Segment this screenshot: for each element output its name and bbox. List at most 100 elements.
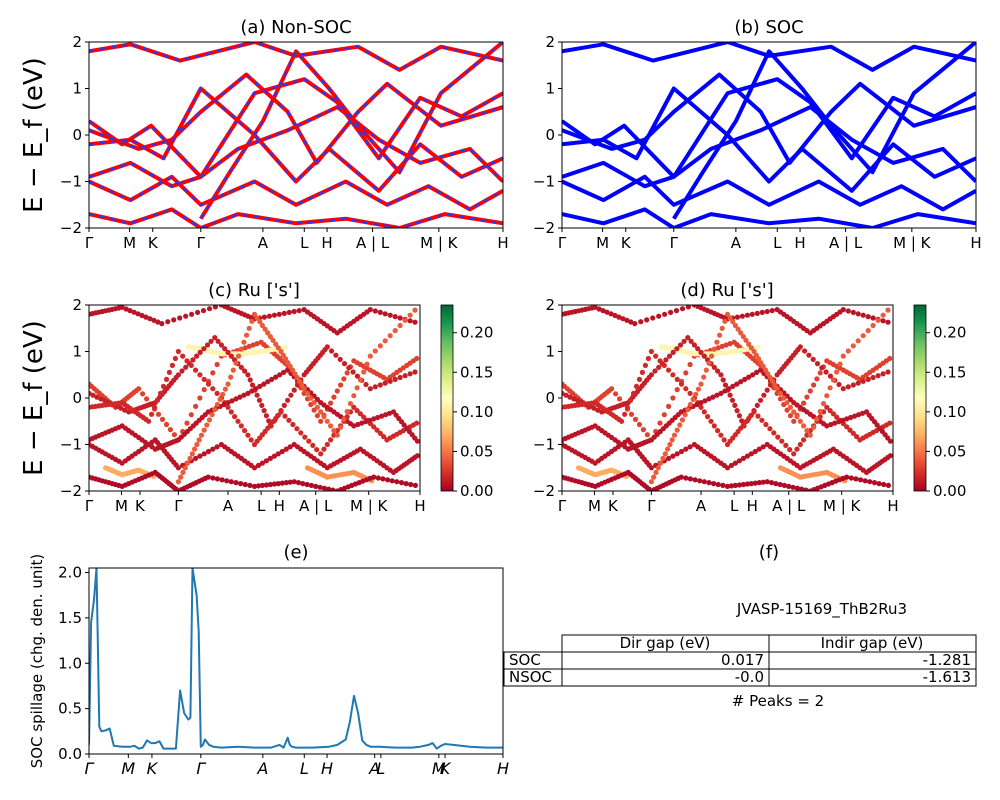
projected-point <box>693 391 699 397</box>
projected-point <box>865 376 871 382</box>
projected-point <box>379 413 385 419</box>
ylabel-spillage: SOC spillage (chg. den. unit) <box>28 554 46 769</box>
projected-point <box>241 392 247 398</box>
projected-point <box>270 337 276 343</box>
projected-point <box>291 387 297 393</box>
band-line-dash <box>199 42 503 220</box>
projected-point <box>377 382 383 388</box>
projected-point <box>670 453 676 459</box>
projected-point <box>263 482 269 488</box>
projected-point <box>273 374 279 380</box>
projected-point <box>361 369 367 375</box>
projected-point <box>695 386 702 392</box>
band-line-dash <box>89 42 503 72</box>
projected-point <box>727 341 733 347</box>
projected-point <box>146 418 152 424</box>
projected-point <box>228 479 234 485</box>
projected-point <box>257 383 263 389</box>
projected-point <box>90 392 96 398</box>
projected-point <box>814 416 820 422</box>
projected-point <box>403 481 409 487</box>
projected-point <box>738 379 744 385</box>
projected-point <box>357 411 363 417</box>
projected-point <box>644 432 651 438</box>
projected-point <box>261 314 267 320</box>
projected-point <box>885 319 891 325</box>
projected-point <box>265 379 271 385</box>
projected-point <box>225 381 231 387</box>
projected-point <box>200 308 207 314</box>
projected-point <box>764 479 770 485</box>
projected-point <box>677 342 684 348</box>
projected-point <box>205 381 212 387</box>
projected-point <box>102 398 108 404</box>
projected-point <box>193 455 199 461</box>
projected-point <box>600 308 606 314</box>
projected-point <box>715 428 721 434</box>
projected-point <box>314 447 320 453</box>
projected-point <box>759 309 765 315</box>
projected-point <box>734 408 740 414</box>
band-line-soc <box>562 86 976 193</box>
projected-point <box>803 487 809 491</box>
projected-point <box>668 309 674 315</box>
projected-point <box>394 479 400 485</box>
projected-point <box>617 396 623 402</box>
xtick-label: H <box>970 234 981 252</box>
projected-point <box>714 392 720 398</box>
projected-point <box>705 414 711 420</box>
projected-point <box>151 317 157 323</box>
projected-point <box>281 402 287 408</box>
projected-point <box>254 315 260 321</box>
projected-point <box>242 481 248 488</box>
projected-point <box>318 418 324 424</box>
projected-point <box>310 442 316 448</box>
projected-point <box>271 453 277 459</box>
projected-point <box>214 390 220 396</box>
gap-table: Dir gap (eV) Indir gap (eV) SOC 0.017 -1… <box>503 634 977 687</box>
xtick-label: Γ <box>85 234 94 252</box>
projected-point <box>710 394 716 400</box>
projected-point <box>701 374 707 380</box>
projected-point <box>167 427 173 433</box>
projected-point <box>575 398 581 404</box>
projected-point <box>660 455 666 461</box>
projected-point <box>768 480 775 486</box>
projected-point <box>824 423 830 429</box>
projected-point <box>184 420 190 426</box>
projected-point <box>670 349 676 355</box>
projected-point <box>195 309 201 315</box>
projected-point <box>875 373 881 379</box>
colorbar-tick-label: 0.10 <box>933 403 966 421</box>
projected-point <box>764 387 770 393</box>
projected-point <box>189 451 195 457</box>
projected-point <box>774 386 780 392</box>
projected-point <box>304 390 311 396</box>
projected-point <box>718 432 724 438</box>
projected-point <box>267 455 273 461</box>
xtick-label: A <box>731 234 742 252</box>
projected-point <box>604 309 610 315</box>
ytick-label: −1 <box>533 436 555 454</box>
projected-point <box>244 332 250 338</box>
projected-point <box>220 391 226 397</box>
xtick-label: L <box>773 234 782 252</box>
projected-point <box>201 427 207 433</box>
xtick-label: M <box>121 759 135 778</box>
projected-point <box>249 382 256 388</box>
projected-point <box>706 360 712 366</box>
colorbar-tick-label: 0.00 <box>460 482 493 500</box>
projected-point <box>251 465 258 471</box>
projected-point <box>726 386 732 392</box>
projected-point <box>318 451 324 457</box>
projected-point <box>292 371 298 377</box>
projected-point <box>338 382 344 388</box>
projected-point <box>740 334 747 340</box>
xtick-label: L <box>257 497 266 515</box>
projected-point <box>144 396 150 402</box>
projected-point <box>619 418 625 424</box>
projected-point <box>183 313 189 319</box>
projected-point <box>781 482 788 488</box>
projected-point <box>717 332 723 338</box>
projected-point <box>389 478 395 484</box>
